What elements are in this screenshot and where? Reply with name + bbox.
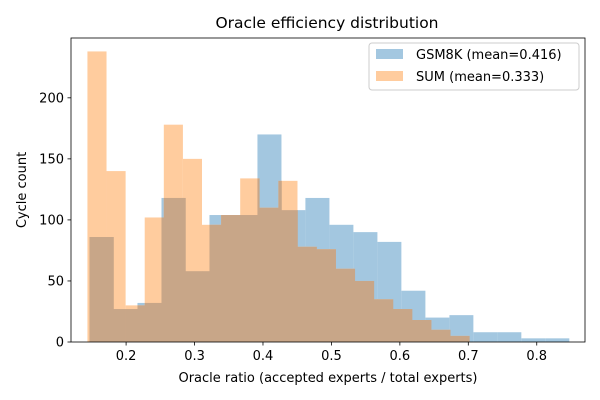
x-axis: 0.2 0.3 0.4 0.5 0.6 0.7 0.8 xyxy=(116,342,547,364)
y-axis: 0 50 100 150 200 xyxy=(39,91,71,351)
bar-overlap xyxy=(125,309,138,342)
bar-overlap xyxy=(257,178,260,342)
bar-overlap xyxy=(182,197,186,342)
bar-overlap xyxy=(353,268,356,342)
x-axis-label: Oracle ratio (accepted experts / total e… xyxy=(178,371,477,386)
bar-overlap xyxy=(373,299,378,342)
bar-overlap xyxy=(425,320,432,342)
legend-label-gsm8k: GSM8K (mean=0.416) xyxy=(416,48,562,63)
bar-overlap xyxy=(329,249,336,342)
bar-overlap xyxy=(161,217,165,342)
x-tick-label: 0.7 xyxy=(458,349,479,364)
bar-overlap xyxy=(431,329,450,342)
y-tick-label: 200 xyxy=(39,91,64,106)
legend-label-sum: SUM (mean=0.333) xyxy=(416,70,544,85)
bar-overlap xyxy=(335,268,354,342)
bar-overlap xyxy=(202,271,210,342)
plot-frame xyxy=(70,37,586,343)
legend-swatch-gsm8k xyxy=(376,49,403,59)
bar-overlap xyxy=(233,215,241,342)
y-axis-label: Cycle count xyxy=(15,152,30,228)
y-tick-label: 0 xyxy=(56,336,64,351)
bar-overlap xyxy=(377,299,394,342)
bar-overlap xyxy=(113,309,126,342)
bar-overlap xyxy=(316,249,330,342)
bar-overlap xyxy=(240,215,258,342)
bar-overlap xyxy=(221,215,234,342)
x-tick-label: 0.5 xyxy=(321,349,342,364)
bar-gsm8k xyxy=(473,332,498,342)
y-tick-label: 50 xyxy=(47,274,64,289)
bar-overlap xyxy=(412,320,426,342)
bar-overlap xyxy=(354,280,375,342)
bar-overlap xyxy=(163,197,184,342)
bar-gsm8k xyxy=(545,338,570,342)
bar-overlap xyxy=(209,224,222,342)
bar-overlap xyxy=(281,210,298,342)
bar-overlap xyxy=(89,237,107,342)
bar-overlap xyxy=(305,246,317,342)
y-tick-label: 100 xyxy=(39,213,64,228)
bar-gsm8k xyxy=(521,338,546,342)
x-tick-label: 0.6 xyxy=(390,349,411,364)
bars-layer xyxy=(87,51,570,343)
bar-overlap xyxy=(137,305,146,342)
legend-swatch-sum xyxy=(376,71,403,81)
chart-title: Oracle efficiency distribution xyxy=(215,14,438,32)
bar-gsm8k xyxy=(449,315,474,342)
x-tick-label: 0.3 xyxy=(184,349,205,364)
legend-box xyxy=(368,42,580,91)
bar-gsm8k xyxy=(497,332,522,342)
bar-overlap xyxy=(278,180,282,342)
bar-overlap xyxy=(185,271,203,342)
bar-overlap xyxy=(450,335,470,342)
bar-overlap xyxy=(144,302,162,342)
bar-overlap xyxy=(449,329,451,342)
x-tick-label: 0.8 xyxy=(526,349,547,364)
x-tick-label: 0.4 xyxy=(253,349,274,364)
bar-overlap xyxy=(392,309,402,342)
bar-overlap xyxy=(401,309,413,342)
bar-overlap xyxy=(259,207,279,342)
y-tick-label: 150 xyxy=(39,152,64,167)
bar-overlap xyxy=(106,237,114,342)
legend: GSM8K (mean=0.416) SUM (mean=0.333) xyxy=(368,42,580,91)
x-tick-label: 0.2 xyxy=(116,349,137,364)
bar-overlap xyxy=(297,246,306,342)
